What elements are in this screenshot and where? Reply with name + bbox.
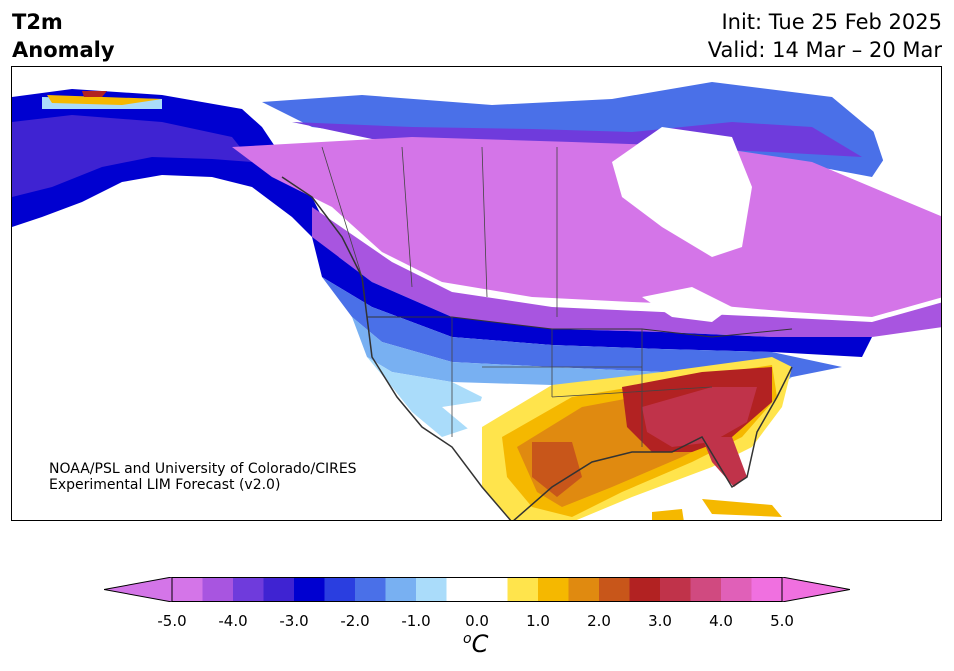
colorbar-segment xyxy=(690,577,722,602)
colorbar-segment xyxy=(477,577,508,602)
colorbar-tick-label: 4.0 xyxy=(709,612,733,630)
unit-base: C xyxy=(471,630,489,658)
map-svg xyxy=(12,82,941,520)
colorbar-segment xyxy=(233,577,264,602)
colorbar-tick-label: 0.0 xyxy=(465,612,489,630)
colorbar-segment xyxy=(599,577,630,602)
alaska-inner xyxy=(12,115,252,197)
colorbar-border xyxy=(171,577,783,602)
colorbar xyxy=(104,577,850,602)
init-date: Init: Tue 25 Feb 2025 xyxy=(721,10,942,34)
colorbar-tick-label: 5.0 xyxy=(770,612,794,630)
labrador-sea xyxy=(872,127,941,216)
valid-range: Valid: 14 Mar – 20 Mar xyxy=(707,38,942,62)
colorbar-segment xyxy=(416,577,447,602)
colorbar-tick-label: -4.0 xyxy=(218,612,248,630)
colorbar-segment xyxy=(568,577,600,602)
canada-core xyxy=(232,137,941,317)
colorbar-segment xyxy=(721,577,752,602)
cuba xyxy=(702,499,782,517)
colorbar-extend-low xyxy=(104,577,173,602)
colorbar-extend-high xyxy=(781,577,850,602)
yucatan xyxy=(652,509,684,520)
colorbar-tick-label: -5.0 xyxy=(157,612,187,630)
band-violet xyxy=(312,207,941,337)
title-line-1: T2m xyxy=(12,10,63,34)
map-title: T2m Anomaly xyxy=(12,8,115,64)
texas-rust xyxy=(532,442,582,497)
colorbar-segment xyxy=(172,577,203,602)
colorbar-segment xyxy=(507,577,539,602)
coastline-west xyxy=(281,176,512,520)
colorbar-segment xyxy=(202,577,234,602)
colorbar-segment xyxy=(538,577,569,602)
colorbar-segment xyxy=(629,577,661,602)
hudson-bay xyxy=(612,127,752,257)
coastline-gulf xyxy=(513,366,793,520)
colorbar-tick-label: -3.0 xyxy=(279,612,309,630)
colorbar-tick-label: -2.0 xyxy=(340,612,370,630)
unit-superscript: o xyxy=(463,631,472,647)
forecast-dates: Init: Tue 25 Feb 2025 Valid: 14 Mar – 20… xyxy=(708,8,942,64)
colorbar-segment xyxy=(263,577,295,602)
colorbar-segment xyxy=(446,577,478,602)
colorbar-segment xyxy=(660,577,691,602)
colorbar-segment xyxy=(355,577,386,602)
colorbar-tick-label: 1.0 xyxy=(526,612,550,630)
colorbar-tick-label: 3.0 xyxy=(648,612,672,630)
great-lakes xyxy=(642,287,732,322)
colorbar-segment xyxy=(385,577,417,602)
colorbar-tick-label: 2.0 xyxy=(587,612,611,630)
province-lines xyxy=(321,146,558,317)
us-canada-border xyxy=(367,316,793,338)
colorbar-unit: oC xyxy=(463,630,488,658)
title-line-2: Anomaly xyxy=(12,38,115,62)
credit-line-1: NOAA/PSL and University of Colorado/CIRE… xyxy=(49,461,357,477)
colorbar-segment xyxy=(294,577,325,602)
colorbar-segment xyxy=(324,577,356,602)
alaska-warm-spot xyxy=(47,95,162,105)
state-lines xyxy=(451,317,713,447)
west-us-pale xyxy=(367,357,482,437)
credit-text: NOAA/PSL and University of Colorado/CIRE… xyxy=(49,461,357,493)
alaska-warm-core xyxy=(82,91,107,97)
credit-line-2: Experimental LIM Forecast (v2.0) xyxy=(49,477,281,493)
colorbar-tick-label: -1.0 xyxy=(401,612,431,630)
colorbar-segment xyxy=(751,577,783,602)
anomaly-map xyxy=(11,66,942,521)
southeast-crimson xyxy=(642,387,757,447)
florida xyxy=(702,437,747,487)
